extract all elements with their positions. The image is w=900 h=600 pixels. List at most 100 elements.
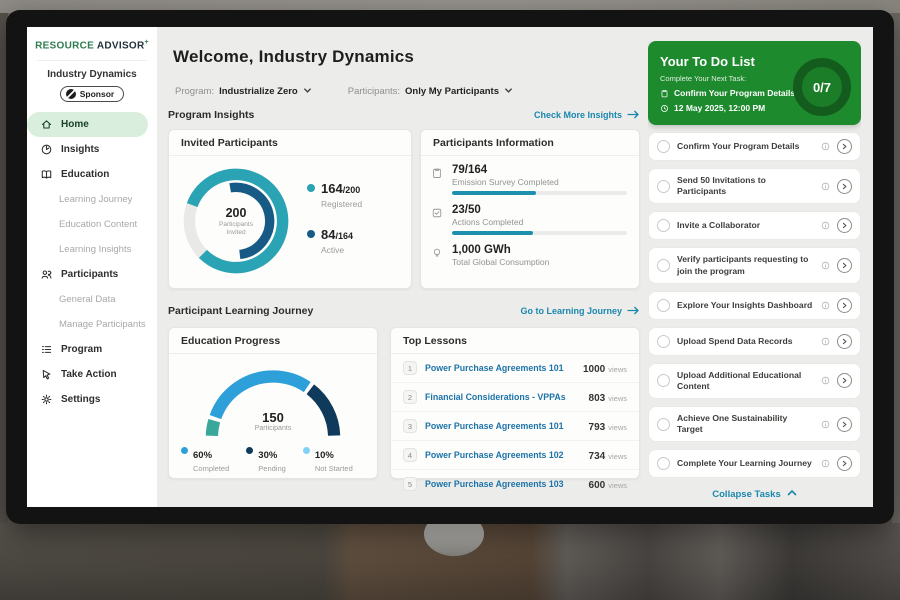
lesson-row[interactable]: 3 Power Purchase Agreements 101 793 views: [391, 412, 639, 441]
checkbox[interactable]: [657, 374, 670, 388]
info-icon: [821, 376, 830, 385]
education-gauge-chart: [205, 370, 341, 438]
sponsor-badge[interactable]: Sponsor: [59, 86, 125, 103]
checkbox[interactable]: [657, 334, 670, 348]
views-suffix: views: [608, 481, 627, 490]
chevron-down-icon: [504, 82, 513, 100]
lesson-link[interactable]: Power Purchase Agreements 103: [425, 479, 564, 489]
sidebar-item-program[interactable]: Program: [27, 337, 157, 362]
chevron-right-icon[interactable]: [837, 258, 852, 274]
lesson-row[interactable]: 1 Power Purchase Agreements 101 1000 view…: [391, 354, 639, 383]
go-to-learning-journey-link[interactable]: Go to Learning Journey: [520, 306, 640, 317]
sidebar-item-label: Program: [61, 344, 103, 356]
sidebar-item-insights[interactable]: Insights: [27, 137, 157, 162]
checkbox[interactable]: [657, 140, 670, 153]
registered-value: 164: [321, 181, 343, 196]
check-more-insights-link[interactable]: Check More Insights: [534, 110, 640, 121]
info-icon: [821, 142, 830, 151]
arrow-right-icon: [627, 306, 640, 317]
todo-summary-card: Your To Do List Complete Your Next Task:…: [648, 41, 861, 125]
chevron-right-icon[interactable]: [837, 456, 852, 472]
sidebar-item-label: Participants: [61, 269, 119, 281]
pending-pct: 30%: [258, 450, 278, 461]
education-progress-card: Education Progress 150 Participants 60% …: [168, 327, 378, 479]
brand-plus: +: [144, 39, 149, 46]
task-row[interactable]: Upload Spend Data Records: [648, 326, 861, 356]
task-row[interactable]: Verify participants requesting to join t…: [648, 247, 861, 284]
checkbox[interactable]: [657, 457, 670, 471]
info-card-body: 79/164 Emission Survey Completed 23/50 A…: [421, 156, 639, 267]
sidebar-item-learning-journey[interactable]: Learning Journey: [27, 187, 157, 212]
legend-dot: [181, 447, 188, 454]
filter-bar: Program: Industrialize Zero Participants…: [175, 82, 513, 100]
lesson-rank: 4: [403, 448, 417, 462]
task-row[interactable]: Invite a Collaborator: [648, 211, 861, 241]
background-right: [892, 13, 900, 523]
background-desk: [0, 518, 900, 600]
info-icon: [821, 459, 830, 468]
collapse-tasks-link[interactable]: Collapse Tasks: [648, 489, 861, 500]
checkbox[interactable]: [657, 219, 670, 233]
progress-bar-fill: [452, 231, 533, 235]
lesson-row[interactable]: 2 Financial Considerations - VPPAs 803 vi…: [391, 383, 639, 412]
people-icon: [40, 268, 53, 281]
chevron-right-icon[interactable]: [837, 333, 852, 349]
legend-dot: [246, 447, 254, 454]
sidebar-item-label: Learning Journey: [59, 194, 133, 206]
checkbox[interactable]: [657, 259, 670, 273]
checkbox[interactable]: [657, 417, 670, 431]
consumption-value: 1,000 GWh: [452, 244, 511, 256]
card-title: Top Lessons: [391, 328, 639, 354]
task-row[interactable]: Achieve One Sustainability Target: [648, 406, 861, 443]
link-label: Check More Insights: [533, 110, 622, 120]
sidebar-item-education[interactable]: Education: [27, 162, 157, 187]
lesson-link[interactable]: Power Purchase Agreements 102: [425, 450, 564, 460]
task-row[interactable]: Explore Your Insights Dashboard: [648, 290, 861, 320]
chevron-right-icon[interactable]: [837, 218, 852, 234]
sidebar-item-participants[interactable]: Participants: [27, 262, 157, 287]
lesson-link[interactable]: Power Purchase Agreements 101: [425, 421, 564, 431]
task-row[interactable]: Send 50 Invitations to Participants: [648, 168, 861, 205]
chevron-right-icon[interactable]: [837, 416, 852, 432]
sidebar-item-label: Manage Participants: [59, 319, 146, 331]
invited-donut-chart: [183, 168, 289, 274]
sidebar-item-education-content[interactable]: Education Content: [27, 212, 157, 237]
background-left: [0, 13, 8, 523]
sidebar: RESOURCE ADVISOR+ Industry Dynamics Spon…: [27, 27, 158, 507]
home-icon: [40, 118, 53, 131]
sidebar-item-learning-insights[interactable]: Learning Insights: [27, 237, 157, 262]
not-started-label: Not Started: [314, 464, 353, 473]
registered-label: Registered: [321, 199, 363, 209]
sidebar-item-settings[interactable]: Settings: [27, 387, 157, 412]
checkbox[interactable]: [657, 298, 670, 312]
sidebar-item-home[interactable]: Home: [27, 112, 148, 138]
chevron-right-icon[interactable]: [837, 139, 852, 154]
checkbox[interactable]: [657, 179, 670, 193]
participants-filter[interactable]: Participants: Only My Participants: [348, 82, 513, 100]
task-label: Achieve One Sustainability Target: [677, 413, 788, 435]
task-label: Confirm Your Program Details: [677, 140, 800, 151]
views-count: 600: [588, 480, 606, 491]
legend-completed: 60% Completed: [181, 445, 229, 473]
sidebar-item-manage-participants[interactable]: Manage Participants: [27, 312, 157, 337]
chevron-right-icon[interactable]: [837, 373, 852, 389]
chevron-right-icon[interactable]: [837, 178, 852, 194]
sidebar-item-take-action[interactable]: Take Action: [27, 362, 157, 387]
chevron-right-icon[interactable]: [837, 297, 852, 313]
page-title: Welcome, Industry Dynamics: [173, 47, 415, 66]
lesson-link[interactable]: Power Purchase Agreements 101: [425, 363, 564, 373]
clock-icon: [661, 104, 668, 112]
lesson-link[interactable]: Financial Considerations - VPPAs: [425, 392, 566, 402]
task-row[interactable]: Complete Your Learning Journey: [648, 449, 861, 479]
lesson-row[interactable]: 5 Power Purchase Agreements 103 600 views: [391, 470, 639, 498]
lesson-row[interactable]: 4 Power Purchase Agreements 102 734 views: [391, 441, 639, 470]
task-label: Verify participants requesting to join t…: [677, 254, 809, 276]
section-title: Participant Learning Journey: [168, 305, 314, 317]
emission-survey-row: 79/164 Emission Survey Completed: [431, 164, 627, 195]
consumption-label: Total Global Consumption: [452, 257, 550, 267]
sidebar-item-general-data[interactable]: General Data: [27, 287, 157, 312]
task-row[interactable]: Upload Additional Educational Content: [648, 362, 861, 400]
education-card-body: 150 Participants 60% Completed 30% Pendi…: [169, 354, 377, 478]
task-row[interactable]: Confirm Your Program Details: [648, 132, 861, 161]
program-filter[interactable]: Program: Industrialize Zero: [175, 82, 312, 100]
